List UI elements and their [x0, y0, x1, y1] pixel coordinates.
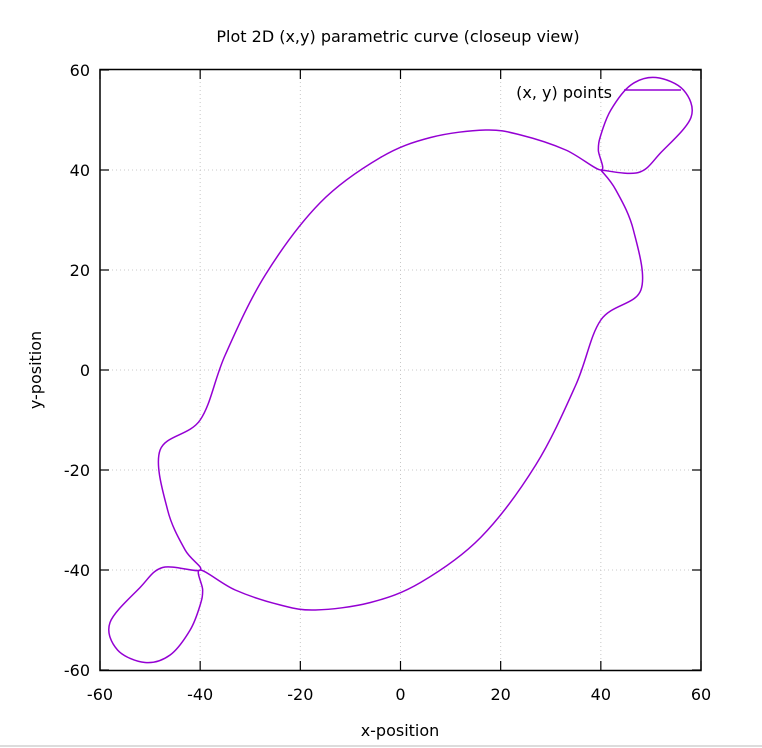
- x-tick-label: 40: [591, 685, 611, 704]
- y-tick-label: 20: [70, 261, 90, 280]
- y-tick-label: 40: [70, 161, 90, 180]
- legend-label: (x, y) points: [516, 83, 612, 102]
- chart-title: Plot 2D (x,y) parametric curve (closeup …: [216, 27, 579, 46]
- x-tick-label: -40: [187, 685, 213, 704]
- series-line: [108, 76, 693, 664]
- plot-frame: [99, 68, 702, 672]
- x-axis-label: x-position: [361, 721, 440, 740]
- grid: [100, 70, 701, 670]
- x-tick-label: -20: [287, 685, 313, 704]
- series-group: [108, 76, 693, 664]
- y-tick-label: -20: [64, 461, 90, 480]
- y-tick-labels: -60 -40 -20 0 20 40 60: [64, 61, 90, 680]
- x-tick-label: 20: [490, 685, 510, 704]
- y-tick-label: -60: [64, 661, 90, 680]
- x-tick-label: -60: [87, 685, 113, 704]
- legend: (x, y) points: [516, 83, 681, 102]
- y-tick-label: 0: [80, 361, 90, 380]
- y-tick-label: -40: [64, 561, 90, 580]
- y-axis-label: y-position: [26, 331, 45, 409]
- x-tick-label: 0: [395, 685, 405, 704]
- y-tick-label: 60: [70, 61, 90, 80]
- x-tick-label: 60: [691, 685, 711, 704]
- x-tick-labels: -60 -40 -20 0 20 40 60: [87, 685, 711, 704]
